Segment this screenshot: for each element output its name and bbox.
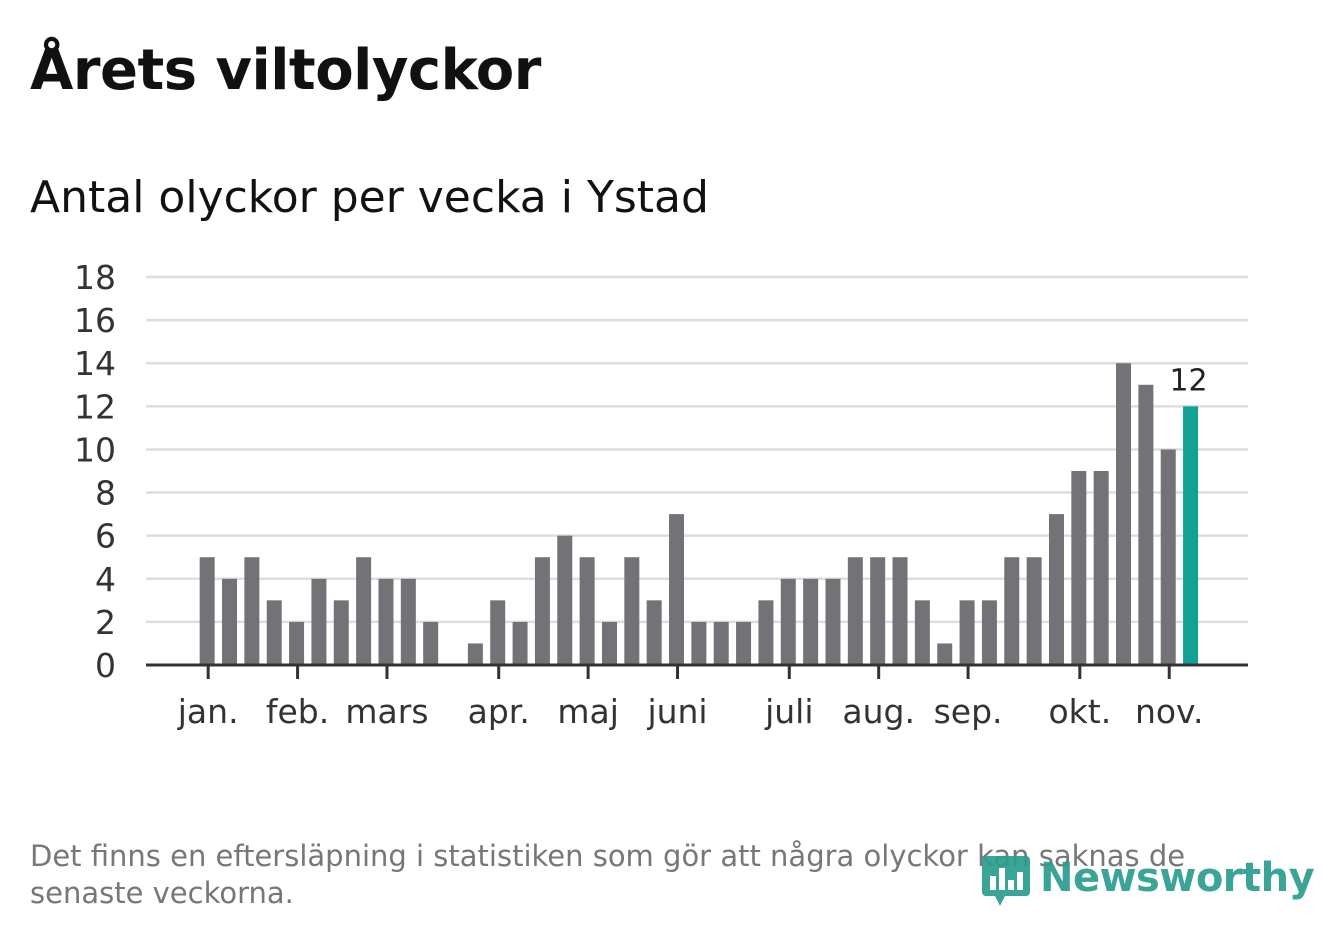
bar <box>937 643 953 665</box>
bar <box>199 557 215 665</box>
bar <box>825 578 841 665</box>
bar <box>244 557 260 665</box>
bar-highlight <box>1183 406 1199 665</box>
chart-title: Årets viltolyckor <box>30 38 541 103</box>
bar <box>646 600 662 665</box>
newsworthy-logo: Newsworthy <box>980 848 1315 908</box>
bar <box>803 578 819 665</box>
bar <box>333 600 349 665</box>
bar <box>1160 449 1176 665</box>
y-tick-label: 18 <box>74 258 116 297</box>
bar <box>1026 557 1042 665</box>
bar <box>557 535 573 665</box>
bar <box>892 557 908 665</box>
bar <box>490 600 506 665</box>
y-tick-label: 4 <box>95 560 116 599</box>
x-axis: jan. feb. mars apr. maj juni juli aug. sep. okt. n… <box>146 663 1248 731</box>
y-tick-label: 0 <box>95 646 116 685</box>
bar <box>311 578 327 665</box>
bar <box>400 578 416 665</box>
y-tick-label: 8 <box>95 474 116 513</box>
newsworthy-logo-icon <box>982 856 1030 906</box>
bar <box>870 557 886 665</box>
x-tick-label: apr. <box>468 692 530 731</box>
bar <box>758 600 774 665</box>
bar <box>959 600 975 665</box>
bar <box>378 578 394 665</box>
bar <box>289 621 305 665</box>
newsworthy-logo-text: Newsworthy <box>1040 855 1315 901</box>
bar <box>534 557 550 665</box>
data-label-latest: 12 <box>1169 363 1207 398</box>
y-tick-label: 14 <box>74 344 116 383</box>
bar <box>624 557 640 665</box>
x-tick-label: sep. <box>934 692 1003 731</box>
bar <box>601 621 617 665</box>
bar <box>847 557 863 665</box>
chart-subtitle: Antal olyckor per vecka i Ystad <box>30 172 709 223</box>
bars <box>199 363 1199 665</box>
x-tick-label: juli <box>764 692 813 731</box>
bar <box>512 621 528 665</box>
x-tick-label: jan. <box>177 692 239 731</box>
bar <box>736 621 752 665</box>
bar <box>713 621 729 665</box>
bar <box>1116 363 1132 665</box>
bar <box>1048 514 1064 665</box>
bar <box>467 643 483 665</box>
x-tick-label: feb. <box>266 692 329 731</box>
x-tick-label: nov. <box>1135 692 1204 731</box>
data-labels: 12 <box>1169 363 1207 398</box>
y-axis-ticks: 0 2 4 6 8 10 12 14 16 18 <box>74 258 116 685</box>
grid-lines <box>146 275 1248 624</box>
bar <box>691 621 707 665</box>
bar <box>1004 557 1020 665</box>
bar <box>669 514 685 665</box>
x-tick-label: mars <box>345 692 428 731</box>
bar <box>423 621 439 665</box>
bar <box>1138 384 1154 665</box>
y-tick-label: 12 <box>74 387 116 426</box>
x-tick-label: aug. <box>842 692 915 731</box>
y-tick-label: 6 <box>95 517 116 556</box>
bar <box>780 578 796 665</box>
x-tick-label: maj <box>557 692 619 731</box>
y-tick-label: 2 <box>95 603 116 642</box>
bar <box>266 600 282 665</box>
x-tick-label: okt. <box>1048 692 1111 731</box>
bar <box>579 557 595 665</box>
bar <box>1093 471 1109 665</box>
x-tick-label: juni <box>646 692 707 731</box>
bar <box>914 600 930 665</box>
bar <box>981 600 997 665</box>
bar <box>1071 471 1087 665</box>
y-tick-label: 16 <box>74 301 116 340</box>
y-tick-label: 10 <box>74 430 116 469</box>
bar <box>222 578 238 665</box>
bar <box>356 557 372 665</box>
